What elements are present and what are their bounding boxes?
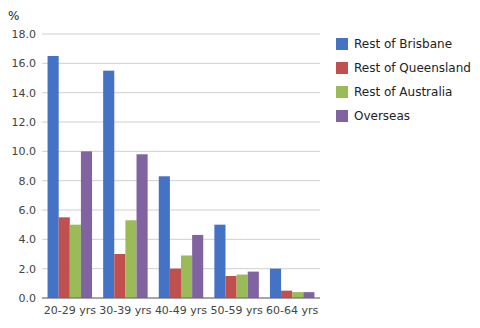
bar xyxy=(270,269,281,298)
bar xyxy=(81,151,92,298)
bar xyxy=(303,292,314,298)
legend-swatch xyxy=(336,62,348,74)
x-tick-label: 50-59 yrs xyxy=(210,304,262,317)
bars xyxy=(48,56,315,298)
x-axis-line xyxy=(42,298,320,299)
bar xyxy=(103,71,114,298)
bar xyxy=(237,275,248,298)
y-tick-label: 10.0 xyxy=(12,145,37,158)
bar xyxy=(170,269,181,298)
chart: 0.0 2.0 4.0 6.0 8.0 10.0 12.0 14.0 16.0 18.0% 20-2… xyxy=(0,0,480,328)
y-tick-label: 12.0 xyxy=(12,116,37,129)
bar xyxy=(59,217,70,298)
bar xyxy=(70,225,81,298)
y-tick-label: 6.0 xyxy=(19,204,37,217)
y-tick-label: 4.0 xyxy=(19,233,37,246)
y-tick-label: 0.0 xyxy=(19,292,37,305)
bar xyxy=(248,272,259,298)
bar xyxy=(225,276,236,298)
x-tick-label: 30-39 yrs xyxy=(99,304,151,317)
y-tick-label: 8.0 xyxy=(19,175,37,188)
bar xyxy=(48,56,59,298)
legend-label: Rest of Brisbane xyxy=(354,37,452,51)
legend-label: Overseas xyxy=(354,109,410,123)
y-tick-label: 18.0 xyxy=(12,28,37,41)
grid-line xyxy=(42,298,320,299)
legend-label: Rest of Australia xyxy=(354,85,452,99)
y-axis-label: % xyxy=(8,9,19,23)
y-tick-label: 14.0 xyxy=(12,87,37,100)
bar xyxy=(159,176,170,298)
x-tick-label: 60-64 yrs xyxy=(266,304,318,317)
grid-line xyxy=(42,122,320,123)
grid-line xyxy=(42,63,320,64)
y-tick-label: 2.0 xyxy=(19,263,37,276)
legend-swatch xyxy=(336,38,348,50)
x-tick-label: 20-29 yrs xyxy=(44,304,96,317)
bar xyxy=(114,254,125,298)
legend-swatch xyxy=(336,86,348,98)
bar xyxy=(181,255,192,298)
bar xyxy=(292,292,303,298)
bar xyxy=(214,225,225,298)
bar xyxy=(137,154,148,298)
grid-line xyxy=(42,92,320,93)
y-tick-label: 16.0 xyxy=(12,57,37,70)
grid-line xyxy=(42,34,320,35)
legend-swatch xyxy=(336,110,348,122)
bar xyxy=(125,220,136,298)
legend-label: Rest of Queensland xyxy=(354,61,471,75)
bar xyxy=(281,291,292,298)
bar xyxy=(192,235,203,298)
x-tick-label: 40-49 yrs xyxy=(155,304,207,317)
